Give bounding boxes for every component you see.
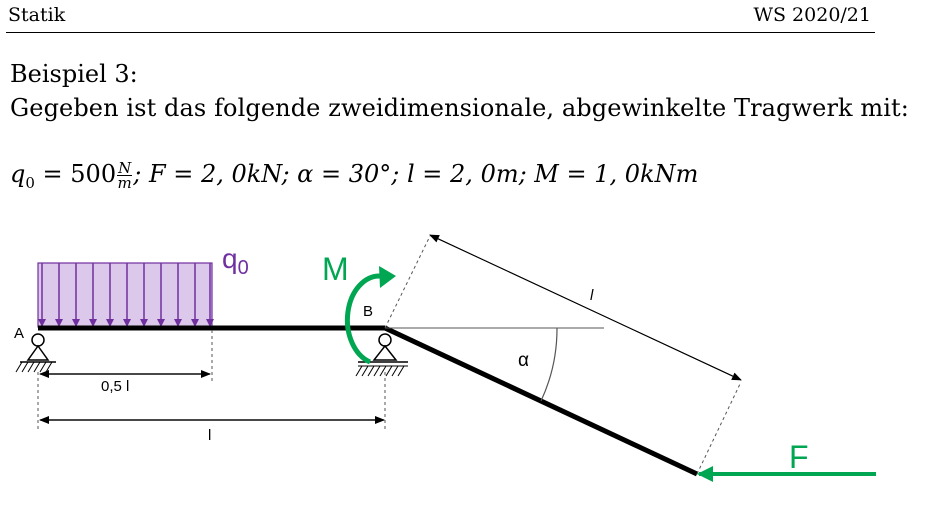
intro-text: Gegeben ist das folgende zweidimensional… [10,94,909,122]
force-f: F [697,439,876,482]
label-half-l: 0,5 l [101,378,129,395]
angle-arc [540,327,558,402]
formula-q: q [10,160,26,188]
formula-rest: ; F = 2, 0kN; α = 30°; l = 2, 0m; M = 1,… [133,160,699,188]
formula-unit-num: N [117,159,133,177]
load-area [37,262,213,328]
label-l-diagonal: l [590,287,594,304]
label-b: B [363,303,373,320]
example-title: Beispiel 3: [10,60,138,88]
label-q0: q0 [222,243,249,279]
support-b: B [355,303,408,377]
distributed-load: q0 [37,243,249,328]
formula-q-value: = 500 [34,160,117,188]
header-semester: WS 2020/21 [753,4,871,26]
moment-m: M [322,251,396,365]
label-l-bottom: l [208,427,211,444]
moment-arrowhead [379,266,396,288]
label-alpha: α [518,350,529,371]
header-course: Statik [8,4,66,26]
formula-unit-den: m [117,174,132,192]
label-a: A [14,325,24,342]
load-arrows [38,263,214,327]
support-a: A [14,325,56,373]
label-m: M [322,251,349,287]
formula-q-sub: 0 [25,173,35,192]
dimension-extensions [37,235,741,475]
moment-arc [344,273,382,365]
label-f: F [789,439,809,475]
header-rule [6,32,875,33]
